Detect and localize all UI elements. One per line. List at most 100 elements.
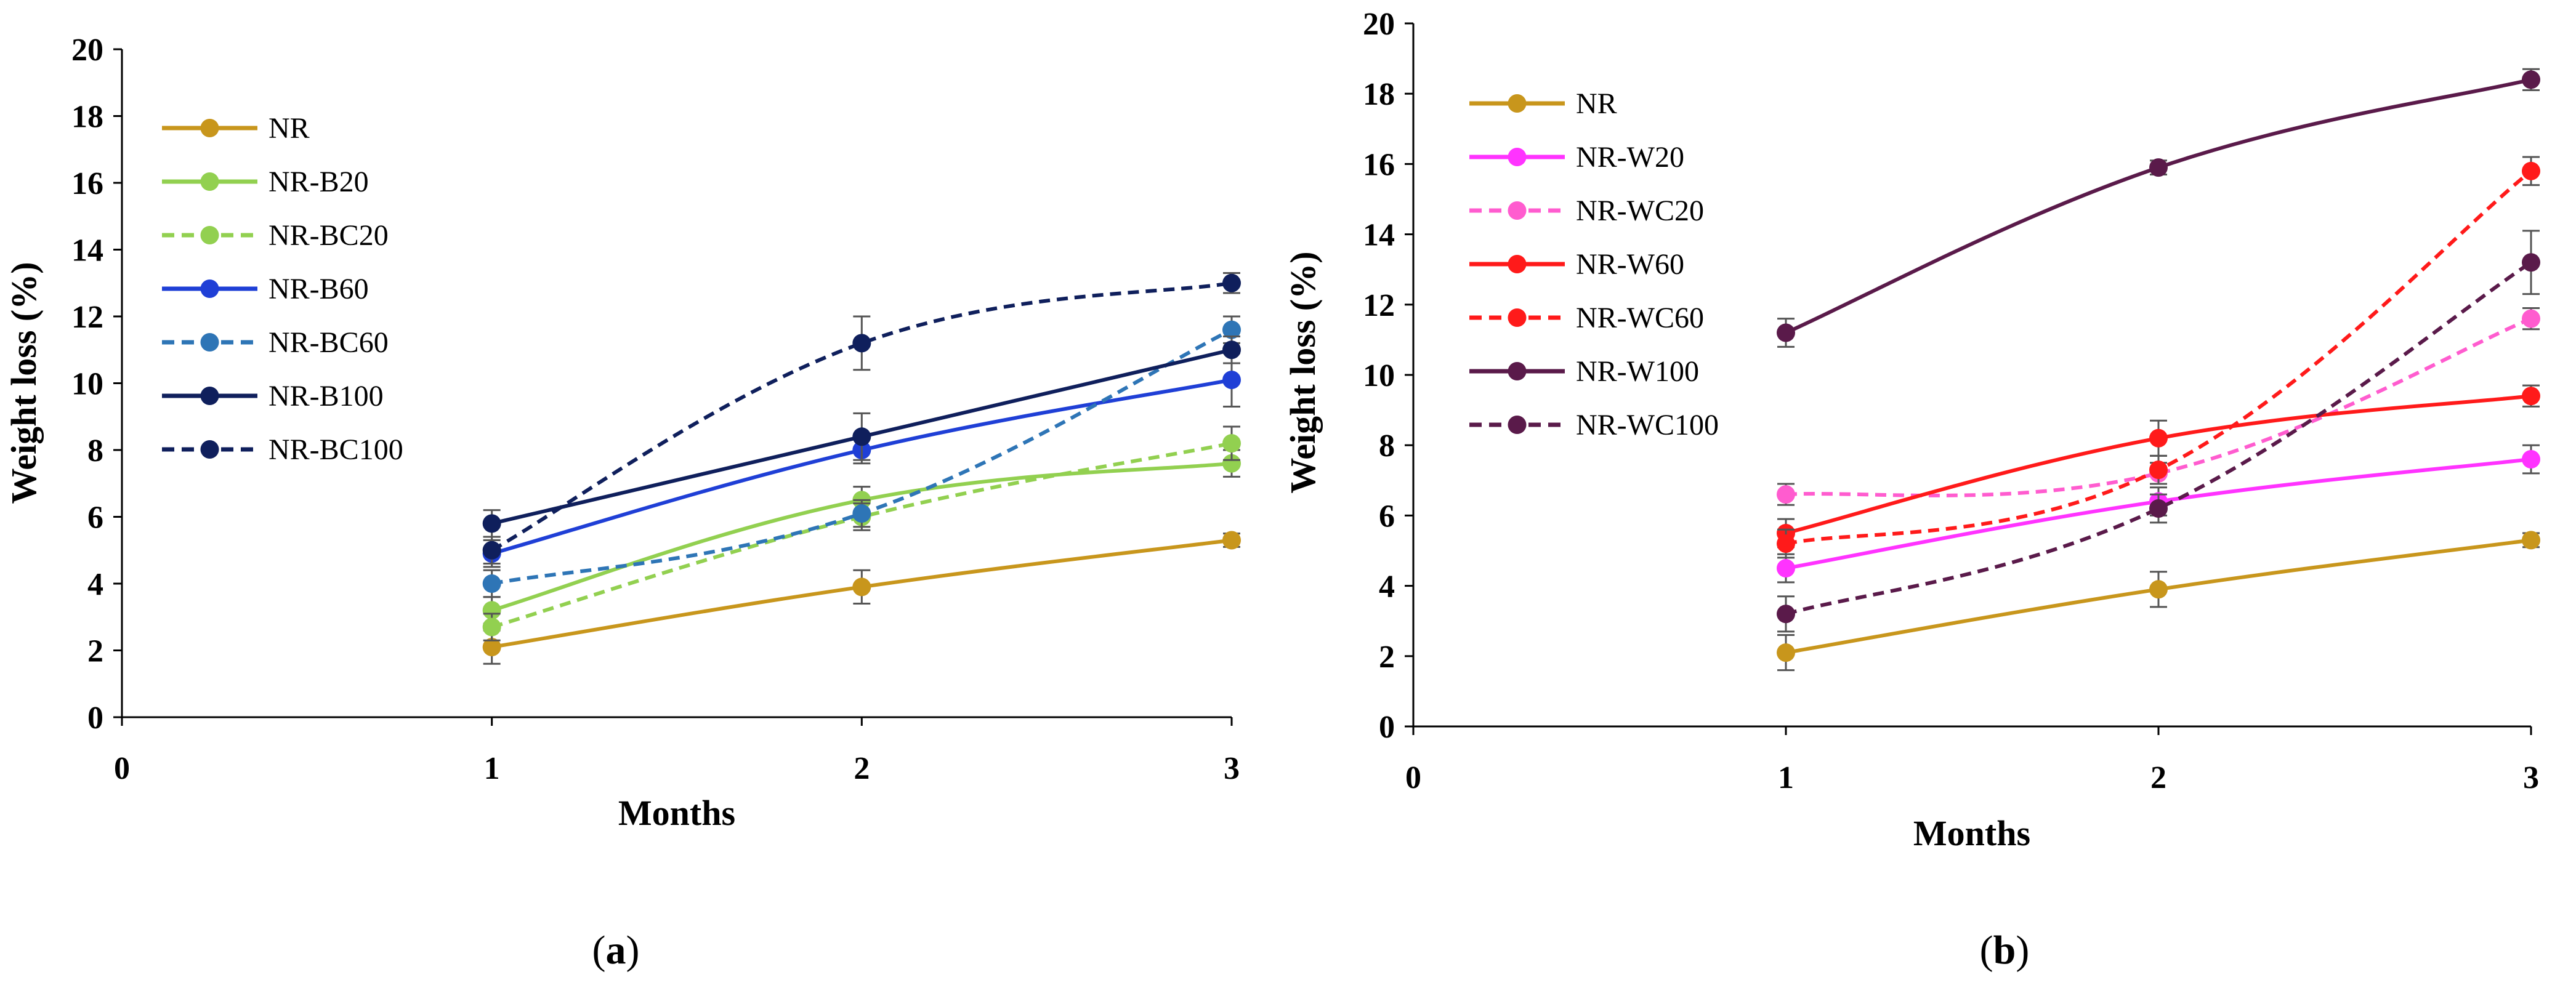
data-point xyxy=(1777,534,1795,553)
legend-entry: NR-B100 xyxy=(162,380,384,412)
legend-label: NR-WC20 xyxy=(1576,195,1704,227)
y-tick-label: 20 xyxy=(71,33,103,68)
legend-swatch-marker xyxy=(1508,308,1527,327)
series-NR xyxy=(482,531,1241,665)
data-point xyxy=(1777,559,1795,578)
y-tick-label: 0 xyxy=(1379,710,1395,745)
y-tick-label: 2 xyxy=(87,634,103,669)
y-tick-label: 6 xyxy=(1379,499,1395,534)
panel-caption: (a) xyxy=(592,928,640,973)
data-point xyxy=(2522,253,2540,272)
legend-entry: NR-W20 xyxy=(1469,141,1684,174)
data-point xyxy=(2522,309,2540,328)
data-point xyxy=(2149,158,2168,177)
y-tick-label: 10 xyxy=(71,367,103,402)
legend-label: NR xyxy=(1576,87,1617,120)
legend-swatch-marker xyxy=(200,387,219,405)
data-point xyxy=(1777,643,1795,662)
y-tick-label: 16 xyxy=(71,166,103,201)
legend-swatch-marker xyxy=(1508,362,1527,380)
y-tick-label: 6 xyxy=(87,501,103,536)
data-point xyxy=(482,617,501,637)
caption-paren-close: ) xyxy=(626,928,640,973)
y-tick-label: 14 xyxy=(71,233,103,268)
legend-label: NR-B100 xyxy=(269,380,384,412)
data-point xyxy=(2149,460,2168,480)
data-point xyxy=(1222,454,1241,473)
legend-label: NR-B20 xyxy=(269,166,369,198)
legend-swatch-marker xyxy=(200,226,219,244)
legend-entry: NR xyxy=(162,112,310,145)
legend-label: NR-WC100 xyxy=(1576,409,1719,441)
legend-swatch-marker xyxy=(1508,201,1527,220)
legend-label: NR-W60 xyxy=(1576,248,1684,281)
legend-swatch-marker xyxy=(200,119,219,137)
caption-paren-close: ) xyxy=(2016,928,2029,973)
caption-paren-open: ( xyxy=(1980,928,1993,973)
legend-entry: NR-W100 xyxy=(1469,355,1699,388)
series-NR-BC60 xyxy=(482,315,1241,598)
legend-entry: NR-BC20 xyxy=(162,219,389,252)
legend-entry: NR-BC100 xyxy=(162,433,403,466)
data-point xyxy=(852,427,871,446)
data-point xyxy=(1222,320,1241,339)
legend-label: NR-W20 xyxy=(1576,141,1684,174)
legend-entry: NR-B60 xyxy=(162,273,369,305)
panel-caption: (b) xyxy=(1980,928,2030,973)
caption-paren-open: ( xyxy=(592,928,606,973)
data-point xyxy=(2149,580,2168,599)
legend-swatch-marker xyxy=(1508,255,1527,273)
legend-label: NR-WC60 xyxy=(1576,302,1704,334)
y-tick-label: 0 xyxy=(87,701,103,736)
data-point xyxy=(482,541,501,560)
caption-letter: a xyxy=(606,928,626,973)
legend-entry: NR-W60 xyxy=(1469,248,1684,281)
data-point xyxy=(2149,428,2168,448)
data-point xyxy=(1777,485,1795,504)
legend-swatch-marker xyxy=(200,440,219,459)
x-tick-label: 0 xyxy=(1405,760,1421,795)
data-point xyxy=(1222,434,1241,453)
data-point xyxy=(1222,531,1241,550)
data-point xyxy=(1222,340,1241,360)
series-line xyxy=(1785,260,2532,616)
legend-swatch-marker xyxy=(200,333,219,352)
data-point xyxy=(2522,161,2540,180)
data-point xyxy=(1777,605,1795,624)
legend-label: NR xyxy=(269,112,310,145)
legend-label: NR-W100 xyxy=(1576,355,1699,388)
legend-entry: NR-WC20 xyxy=(1469,195,1704,227)
x-tick-label: 3 xyxy=(1224,751,1240,786)
legend-swatch-marker xyxy=(200,279,219,298)
legend-label: NR-BC20 xyxy=(269,219,389,252)
legend-label: NR-B60 xyxy=(269,273,369,305)
data-point xyxy=(2522,531,2540,550)
y-tick-label: 10 xyxy=(1363,358,1395,393)
y-tick-label: 4 xyxy=(87,567,103,602)
caption-letter: b xyxy=(1993,928,2016,973)
data-point xyxy=(1777,323,1795,342)
data-point xyxy=(482,601,501,620)
data-point xyxy=(1222,371,1241,390)
series-NR-BC100 xyxy=(482,271,1241,565)
x-tick-label: 2 xyxy=(2150,760,2166,795)
data-point xyxy=(852,504,871,523)
y-tick-label: 18 xyxy=(1363,77,1395,112)
series-NR-WC60 xyxy=(1777,156,2540,559)
y-tick-label: 14 xyxy=(1363,218,1395,253)
data-point xyxy=(1222,273,1241,292)
y-tick-label: 20 xyxy=(1363,7,1395,42)
x-axis-title: Months xyxy=(618,793,735,833)
data-point xyxy=(482,514,501,533)
legend-entry: NR-WC100 xyxy=(1469,409,1719,441)
y-tick-label: 12 xyxy=(71,300,103,335)
y-tick-label: 2 xyxy=(1379,640,1395,675)
x-tick-label: 2 xyxy=(854,751,870,786)
series-line xyxy=(1785,316,2532,497)
legend-label: NR-BC60 xyxy=(269,326,389,359)
y-axis-title: Weight loss (%) xyxy=(4,262,44,504)
x-tick-label: 1 xyxy=(484,751,500,786)
legend-swatch-marker xyxy=(200,172,219,191)
